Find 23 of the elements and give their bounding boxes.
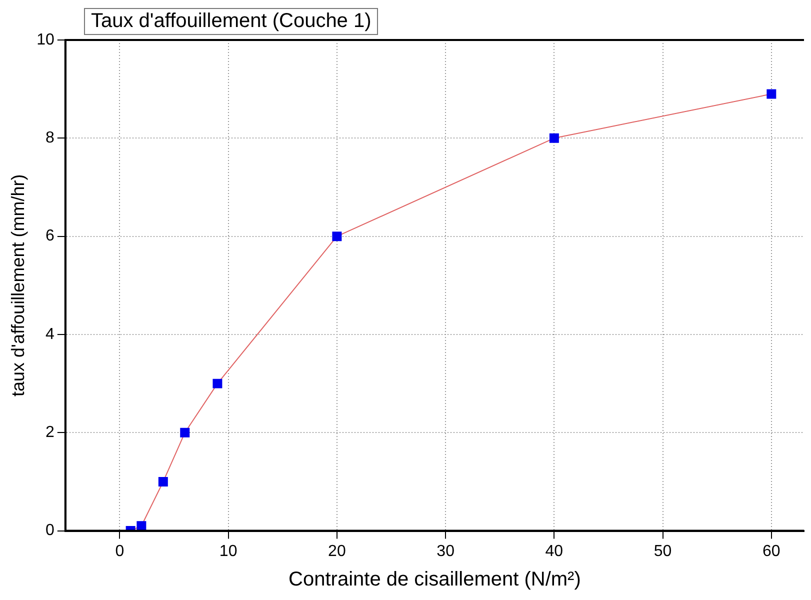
y-tick-label: 0 xyxy=(45,522,54,540)
x-tick-label: 50 xyxy=(654,542,672,560)
x-axis-title: Contrainte de cisaillement (N/m²) xyxy=(288,568,581,591)
point xyxy=(332,232,342,242)
y-tick-label: 8 xyxy=(45,130,54,147)
point xyxy=(212,378,222,388)
x-tick-label: 20 xyxy=(328,542,346,560)
x-tick-label: 30 xyxy=(436,542,455,560)
chart-title: Taux d'affouillement (Couche 1) xyxy=(84,8,378,35)
y-axis-title: taux d'affouillement (mm/hr) xyxy=(8,174,28,396)
x-tick-label: 60 xyxy=(762,542,780,560)
y-tick-label: 2 xyxy=(45,424,54,442)
x-tick-label: 0 xyxy=(115,542,124,560)
point xyxy=(549,133,559,143)
x-tick-label: 40 xyxy=(545,542,564,560)
y-tick-label: 6 xyxy=(45,228,54,245)
point xyxy=(136,521,146,531)
x-tick-label: 10 xyxy=(219,542,238,560)
y-tick-label: 10 xyxy=(36,31,54,48)
point xyxy=(180,428,190,438)
point xyxy=(766,89,776,99)
y-tick-label: 4 xyxy=(45,326,54,343)
point xyxy=(158,476,168,486)
